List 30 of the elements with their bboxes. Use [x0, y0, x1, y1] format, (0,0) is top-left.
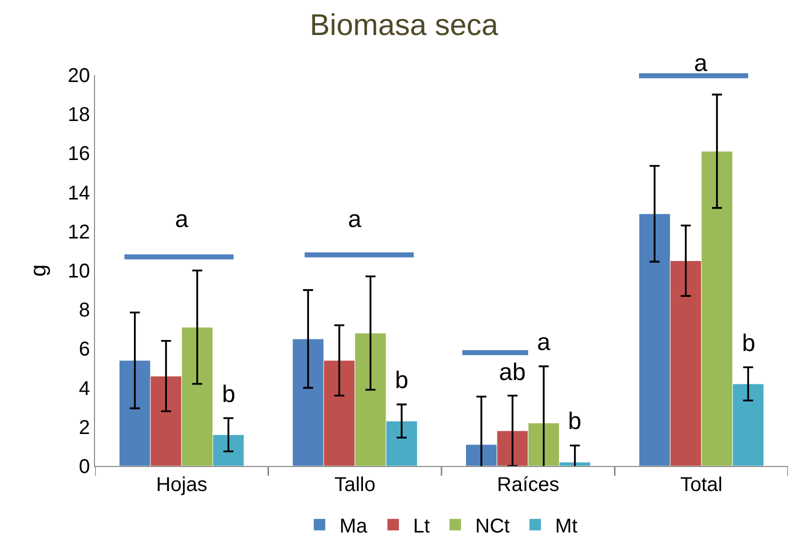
- y-tick-label: 10: [68, 260, 90, 282]
- y-tick-label: 20: [68, 65, 90, 87]
- y-tick-label: 12: [68, 221, 90, 244]
- legend-label: Lt: [413, 515, 430, 538]
- legend-label: Ma: [340, 515, 368, 538]
- data-label: a: [537, 329, 551, 356]
- data-label: b: [222, 381, 236, 408]
- x-tick-label: Tallo: [334, 474, 376, 496]
- data-label: b: [742, 330, 756, 357]
- data-label: b: [568, 408, 582, 435]
- legend-label: Mt: [555, 515, 578, 538]
- annotation: a: [175, 206, 189, 233]
- y-tick-label: 14: [68, 182, 90, 204]
- x-tick-label: Raíces: [497, 474, 560, 496]
- chart-title: Biomasa seca: [310, 8, 499, 42]
- data-label: b: [395, 367, 408, 394]
- x-tick-label: Hojas: [156, 474, 208, 496]
- data-label: ab: [499, 359, 526, 386]
- y-tick-label: 16: [68, 143, 90, 166]
- x-tick-label: Total: [680, 474, 723, 496]
- legend-label: NCt: [475, 515, 510, 538]
- y-tick-label: 0: [78, 456, 90, 478]
- annotation: a: [694, 50, 708, 77]
- annotation: a: [348, 206, 362, 233]
- y-tick-label: 8: [78, 300, 90, 322]
- y-tick-label: 6: [78, 338, 90, 361]
- y-tick-label: 2: [78, 416, 90, 439]
- y-tick-label: 18: [68, 104, 90, 126]
- y-axis-title: g: [26, 264, 51, 277]
- y-tick-label: 4: [78, 378, 90, 400]
